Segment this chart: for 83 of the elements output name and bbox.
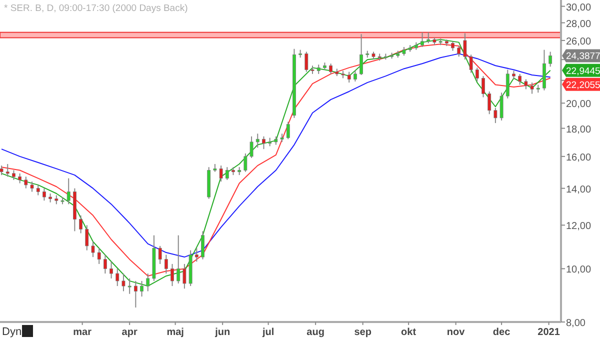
candlestick [66,178,70,205]
candlestick [103,254,107,274]
candlestick [304,51,308,72]
y-tick-label: 8,00 [566,318,586,329]
candlestick [12,170,16,180]
candlestick [494,107,498,124]
candlestick [110,261,113,279]
candlestick [194,248,198,262]
candlestick [482,76,485,98]
text: 24,3877 [566,51,600,62]
candlestick [201,230,204,260]
candlestick [506,69,510,99]
candlestick [548,51,552,68]
candlestick [286,121,290,140]
candlestick [128,278,132,294]
y-tick-label: 20,00 [566,99,592,110]
candlestick [244,152,248,172]
candlestick [225,166,229,180]
x-tick-label: sep [354,327,372,338]
candlestick [457,46,461,58]
candlestick [36,184,40,196]
y-tick-label: 30,00 [566,2,592,14]
x-tick-label: nov [446,327,466,338]
candlestick [6,164,10,178]
candlestick [116,268,120,287]
text: 22,9445 [566,66,600,77]
y-tick-label: 16,00 [566,152,592,164]
candlestick [469,54,473,74]
x-tick-label: jul [261,327,274,338]
candlestick [0,165,4,176]
candlestick [354,70,357,82]
candlestick [170,263,174,287]
candlestick [426,32,430,44]
x-tick-label: dec [492,327,511,338]
candlestick [122,273,126,292]
candlestick [329,63,333,74]
candlestick [500,92,504,121]
candlestick [475,67,479,82]
candlestick [91,241,95,258]
candlestick [347,71,351,84]
candlestick [463,32,467,60]
x-tick-label: 2021 [538,327,560,338]
candlestick [158,245,162,264]
candlestick [134,280,138,308]
x-tick-label: mar [73,327,92,338]
x-tick-label: maj [166,327,184,338]
candlestick [360,34,363,76]
candlestick [97,248,101,264]
y-tick-label: 12,00 [566,221,592,232]
candlestick [420,32,424,48]
candlestick [262,136,266,150]
candlestick [18,172,22,184]
candlestick [164,254,168,274]
y-tick-label: 10,00 [566,264,592,276]
text: Dyn [2,326,22,338]
candlestick [182,263,186,290]
y-tick-label: 26,00 [566,36,592,48]
candlestick [524,78,528,90]
candlestick [316,64,320,74]
x-tick-label: okt [401,327,417,338]
candlestick [24,176,28,189]
y-tick-label: 18,00 [566,124,592,136]
text: 22,2055 [566,80,600,91]
x-tick-label: jun [214,327,230,338]
candlestick [30,181,34,192]
candlestick [256,133,260,148]
y-tick-label: 28,00 [566,18,592,30]
y-tick-label: 14,00 [566,184,592,196]
chart-title: * SER. B, D, 09:00-17:30 (2000 Days Back) [4,3,188,14]
candlestick [488,90,492,115]
candlestick [451,40,454,52]
candlestick [176,234,180,284]
candlestick [42,188,46,202]
candlestick [140,280,144,298]
candlestick [146,273,150,292]
x-tick-label: apr [122,327,138,338]
candlestick [219,165,223,182]
candlestick [85,224,89,251]
x-tick-label: aug [306,327,324,338]
candlestick [250,136,254,158]
candlestick [518,73,522,86]
candlestick [79,214,82,234]
candlestick [530,82,534,94]
